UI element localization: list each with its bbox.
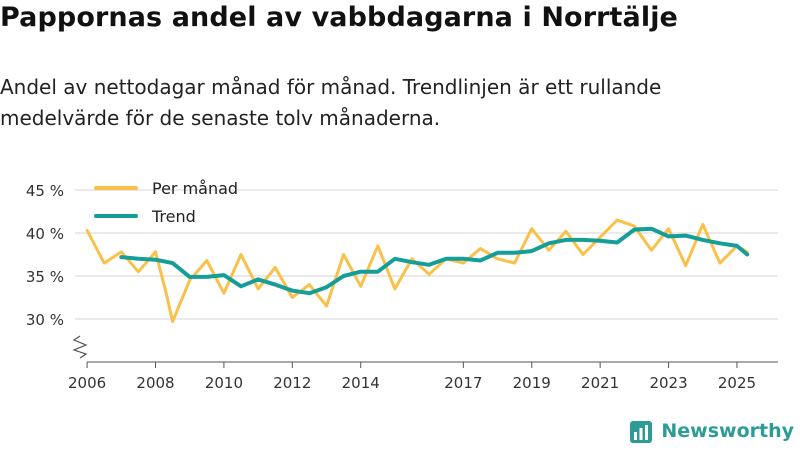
x-tick-label: 2023 — [649, 374, 687, 392]
x-tick-label: 2010 — [205, 374, 243, 392]
newsworthy-brand: Newsworthy — [629, 418, 794, 444]
y-tick-label: 30 % — [26, 311, 64, 329]
y-tick-label: 40 % — [26, 225, 64, 243]
chart-subtitle: Andel av nettodagar månad för månad. Tre… — [0, 75, 662, 130]
axis-break-icon — [72, 335, 88, 359]
y-tick-label: 35 % — [26, 268, 64, 286]
x-tick-label: 2008 — [136, 374, 174, 392]
x-tick-label: 2006 — [68, 374, 106, 392]
x-tick-label: 2017 — [444, 374, 482, 392]
series-line-per-manad — [85, 218, 749, 324]
x-tick-label: 2019 — [513, 374, 551, 392]
series-line-trend — [119, 226, 750, 296]
x-tick-label: 2012 — [273, 374, 311, 392]
x-tick-label: 2014 — [342, 374, 380, 392]
x-tick-label: 2025 — [718, 374, 756, 392]
brand-name: Newsworthy — [661, 420, 794, 442]
y-tick-label: 45 % — [26, 182, 64, 200]
newsworthy-logo-icon — [630, 421, 653, 443]
legend-label: Trend — [151, 207, 196, 226]
legend-label: Per månad — [152, 179, 238, 198]
chart-title: Pappornas andel av vabbdagarna i Norrtäl… — [0, 2, 678, 33]
x-tick-label: 2021 — [581, 374, 619, 392]
